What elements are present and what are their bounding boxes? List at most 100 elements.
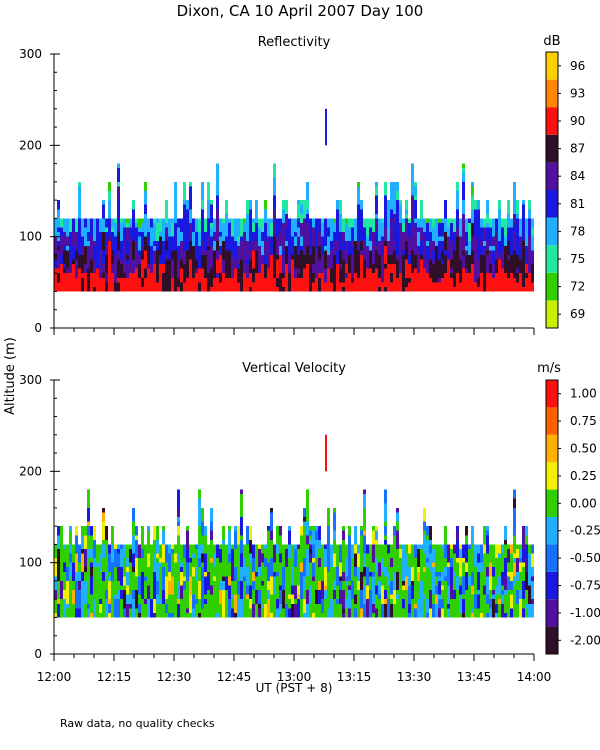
- echo-cell: [459, 585, 462, 595]
- echo-cell: [396, 200, 399, 219]
- echo-cell: [354, 553, 357, 568]
- echo-cell: [294, 544, 297, 549]
- echo-cell: [375, 539, 378, 545]
- echo-cell: [339, 603, 342, 618]
- echo-cell: [153, 218, 156, 223]
- echo-cell: [174, 186, 177, 196]
- echo-cell: [429, 236, 432, 242]
- echo-cell: [210, 259, 213, 269]
- echo-cell: [522, 567, 525, 581]
- echo-cell: [54, 273, 57, 292]
- echo-cell: [342, 254, 345, 260]
- echo-cell: [285, 200, 288, 214]
- echo-cell: [120, 599, 123, 618]
- echo-cell: [501, 544, 504, 554]
- echo-cell: [186, 200, 189, 210]
- echo-cell: [414, 603, 417, 609]
- echo-cell: [147, 526, 150, 531]
- echo-cell: [195, 548, 198, 568]
- echo-cell: [330, 544, 333, 554]
- echo-cell: [312, 585, 315, 604]
- echo-cell: [87, 521, 90, 527]
- echo-cell: [93, 580, 96, 595]
- echo-cell: [222, 576, 225, 581]
- echo-cell: [306, 200, 309, 210]
- echo-cell: [156, 562, 159, 581]
- echo-cell: [144, 599, 147, 604]
- echo-cell: [426, 241, 429, 246]
- echo-cell: [195, 259, 198, 269]
- echo-cell: [465, 282, 468, 287]
- echo-cell: [354, 222, 357, 242]
- echo-cell: [138, 277, 141, 292]
- echo-cell: [435, 585, 438, 595]
- echo-cell: [144, 567, 147, 577]
- echo-cell: [504, 526, 507, 540]
- echo-cell: [303, 218, 306, 233]
- echo-cell: [363, 530, 366, 536]
- echo-cell: [153, 245, 156, 251]
- echo-cell: [69, 530, 72, 545]
- echo-cell: [84, 526, 87, 536]
- echo-cell: [387, 544, 390, 554]
- echo-cell: [402, 580, 405, 586]
- echo-cell: [177, 526, 180, 536]
- echo-cell: [135, 227, 138, 237]
- echo-cell: [516, 254, 519, 265]
- echo-cell: [216, 594, 219, 613]
- echo-cell: [114, 548, 117, 568]
- echo-cell: [324, 599, 327, 618]
- echo-cell: [54, 218, 57, 228]
- echo-cell: [366, 567, 369, 586]
- echo-cell: [192, 544, 195, 554]
- echo-cell: [531, 218, 534, 228]
- echo-cell: [345, 218, 348, 223]
- echo-cell: [147, 236, 150, 242]
- echo-cell: [69, 245, 72, 265]
- echo-cell: [99, 553, 102, 572]
- vertical-velocity-heatmap: [54, 434, 534, 618]
- echo-cell: [126, 544, 129, 559]
- echo-cell: [411, 232, 414, 246]
- echo-cell: [165, 209, 168, 223]
- isolated-echo: [325, 434, 327, 472]
- echo-cell: [129, 236, 132, 255]
- echo-cell: [249, 530, 252, 540]
- echo-cell: [285, 590, 288, 604]
- echo-cell: [336, 548, 339, 554]
- echo-cell: [342, 567, 345, 572]
- echo-cell: [132, 507, 135, 522]
- echo-cell: [354, 218, 357, 223]
- echo-cell: [162, 535, 165, 540]
- echo-cell: [486, 254, 489, 265]
- echo-cell: [450, 222, 453, 228]
- echo-cell: [135, 268, 138, 287]
- echo-cell: [318, 273, 321, 278]
- echo-cell: [219, 236, 222, 246]
- echo-cell: [465, 590, 468, 595]
- echo-cell: [165, 259, 168, 278]
- echo-cell: [156, 553, 159, 559]
- echo-cell: [462, 558, 465, 563]
- echo-cell: [510, 608, 513, 618]
- echo-cell: [231, 264, 234, 278]
- echo-cell: [438, 544, 441, 554]
- echo-cell: [228, 576, 231, 586]
- echo-cell: [117, 544, 120, 549]
- echo-cell: [240, 535, 243, 540]
- echo-cell: [174, 195, 177, 205]
- echo-cell: [216, 544, 219, 559]
- echo-cell: [420, 259, 423, 278]
- echo-cell: [387, 585, 390, 600]
- echo-cell: [336, 209, 339, 228]
- echo-cell: [156, 612, 159, 618]
- echo-cell: [225, 232, 228, 237]
- echo-cell: [519, 562, 522, 572]
- echo-cell: [75, 526, 78, 536]
- echo-cell: [210, 521, 213, 531]
- echo-cell: [513, 603, 516, 618]
- echo-cell: [465, 250, 468, 255]
- echo-cell: [198, 521, 201, 527]
- echo-cell: [510, 273, 513, 292]
- echo-cell: [408, 236, 411, 255]
